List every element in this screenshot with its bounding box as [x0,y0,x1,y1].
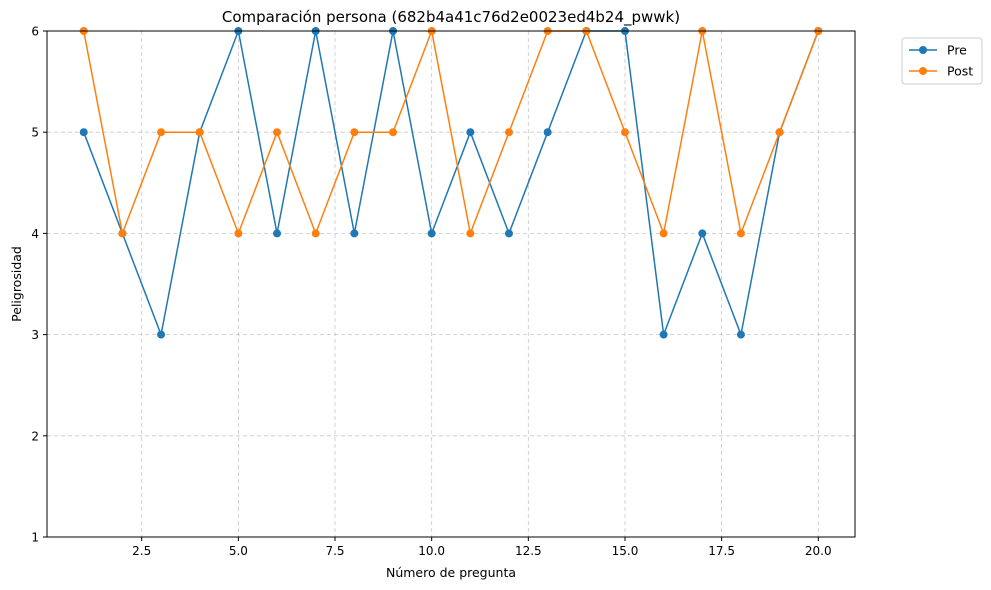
data-point [775,128,784,137]
x-tick-label: 17.5 [708,544,735,558]
x-tick-label: 2.5 [132,544,151,558]
data-point [195,128,204,137]
y-tick-label: 3 [31,328,39,342]
data-point [234,229,243,238]
legend: Pre Post [901,37,983,85]
x-tick-label: 10.0 [418,544,445,558]
data-point [427,229,436,238]
y-tick-label: 6 [31,25,39,39]
axis-ticks: 2.5 5.0 7.5 10.0 12.5 15.0 17.5 20.0 1 2 3 4 5 6 [31,25,831,559]
data-point [736,330,745,339]
y-tick-label: 1 [31,531,39,545]
data-point [157,330,166,339]
x-tick-label: 5.0 [229,544,248,558]
legend-label: Pre [947,43,967,58]
series-post [79,27,823,238]
data-point [311,229,320,238]
x-tick-label: 15.0 [612,544,639,558]
data-point [118,229,127,238]
data-point [389,128,398,137]
legend-swatch-marker [919,46,927,54]
data-point [157,128,166,137]
data-point [698,229,707,238]
y-tick-label: 5 [31,126,39,140]
data-point [659,229,668,238]
legend-label: Post [947,64,973,79]
data-point [350,229,359,238]
data-point [350,128,359,137]
x-axis-label: Número de pregunta [386,565,516,580]
series-pre [79,27,823,339]
x-tick-label: 20.0 [805,544,832,558]
legend-entry-pre: Pre [909,43,967,58]
series-line-pre [83,30,819,336]
x-tick-label: 7.5 [325,544,344,558]
chart-title: Comparación persona (682b4a41c76d2e0023e… [222,8,680,27]
series-line-post [82,30,819,235]
data-point [736,229,745,238]
legend-swatch-marker [919,67,927,75]
data-point [466,229,475,238]
series-layer [79,27,823,339]
data-point [620,128,629,137]
data-point [273,128,282,137]
data-point [79,128,88,137]
data-point [504,229,513,238]
y-axis-label: Peligrosidad [9,246,24,322]
data-point [504,128,513,137]
legend-entry-post: Post [909,64,973,79]
plot-frame [46,30,856,538]
y-tick-label: 2 [31,429,39,443]
y-tick-label: 4 [31,227,39,241]
x-tick-label: 12.5 [515,544,542,558]
data-point [659,330,668,339]
data-point [273,229,282,238]
data-point [466,128,475,137]
data-point [543,128,552,137]
